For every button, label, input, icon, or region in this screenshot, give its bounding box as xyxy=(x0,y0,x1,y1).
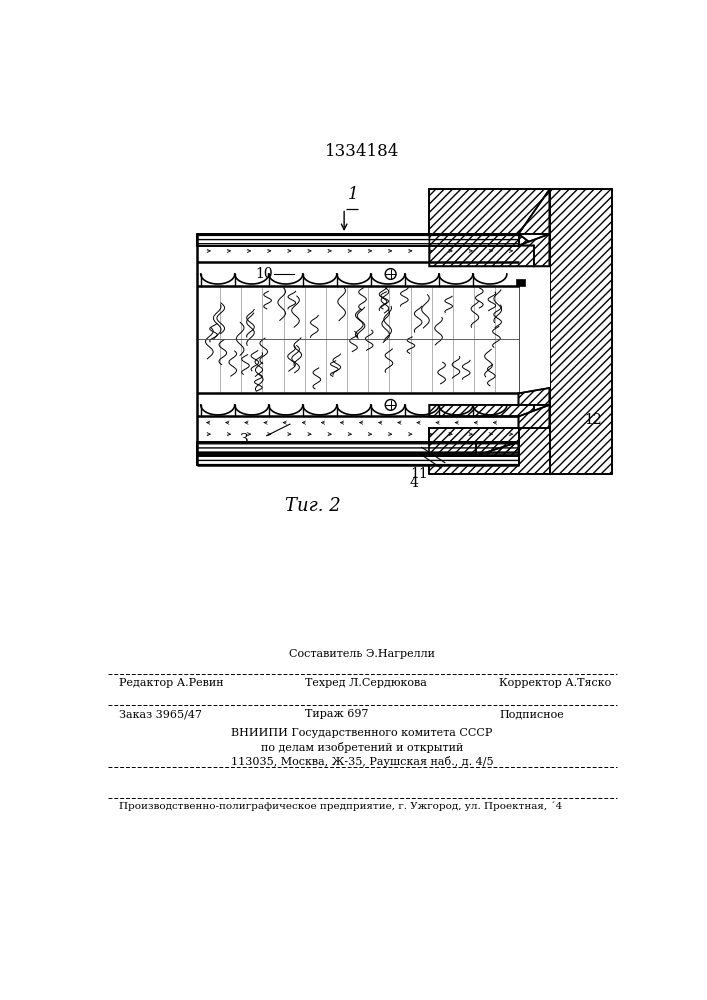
Polygon shape xyxy=(429,234,534,266)
Bar xyxy=(476,442,518,456)
Polygon shape xyxy=(518,405,549,428)
Bar xyxy=(476,442,518,456)
Text: 1: 1 xyxy=(348,186,358,203)
Text: Составитель Э.Нагрелли: Составитель Э.Нагрелли xyxy=(289,649,435,659)
Text: Техред Л.Сердюкова: Техред Л.Сердюкова xyxy=(305,678,427,688)
Bar xyxy=(429,234,549,428)
Text: Подписное: Подписное xyxy=(499,709,564,719)
Bar xyxy=(197,442,518,453)
Text: 3: 3 xyxy=(240,433,248,447)
Bar xyxy=(429,428,518,442)
Bar xyxy=(197,286,518,393)
Polygon shape xyxy=(517,280,525,286)
Text: 10: 10 xyxy=(255,267,273,281)
Text: Τиг. 2: Τиг. 2 xyxy=(285,497,341,515)
Text: 4: 4 xyxy=(410,476,419,490)
Text: Заказ 3965/47: Заказ 3965/47 xyxy=(119,709,202,719)
Bar xyxy=(197,455,518,465)
Bar xyxy=(197,442,518,453)
Text: 12: 12 xyxy=(585,413,602,427)
Text: 1334184: 1334184 xyxy=(325,143,399,160)
Text: Корректор А.Тяско: Корректор А.Тяско xyxy=(499,678,612,688)
Bar xyxy=(429,428,549,474)
Bar xyxy=(549,189,612,474)
Bar xyxy=(429,189,549,234)
Bar xyxy=(429,428,549,474)
Bar xyxy=(429,442,491,456)
Polygon shape xyxy=(518,189,549,234)
Bar xyxy=(197,234,518,246)
Bar xyxy=(197,234,518,246)
Text: по делам изобретений и открытий: по делам изобретений и открытий xyxy=(261,742,463,753)
Bar xyxy=(549,189,612,474)
Bar xyxy=(429,428,518,442)
Text: 11: 11 xyxy=(410,466,428,481)
Text: 113035, Москва, Ж-35, Раушская наб., д. 4/5: 113035, Москва, Ж-35, Раушская наб., д. … xyxy=(230,756,493,767)
Polygon shape xyxy=(429,393,534,416)
Polygon shape xyxy=(476,442,518,456)
Text: Редактор А.Ревин: Редактор А.Ревин xyxy=(119,678,224,688)
Bar xyxy=(429,189,549,234)
Text: Производственно-полиграфическое предприятие, г. Ужгород, ул. Проектная, ´4: Производственно-полиграфическое предприя… xyxy=(119,801,563,811)
Bar xyxy=(197,455,518,465)
Bar xyxy=(429,442,491,456)
Polygon shape xyxy=(518,234,549,266)
Text: Тираж 697: Тираж 697 xyxy=(305,709,369,719)
Polygon shape xyxy=(518,388,549,405)
Text: ВНИИПИ Государственного комитета СССР: ВНИИПИ Государственного комитета СССР xyxy=(231,728,493,738)
